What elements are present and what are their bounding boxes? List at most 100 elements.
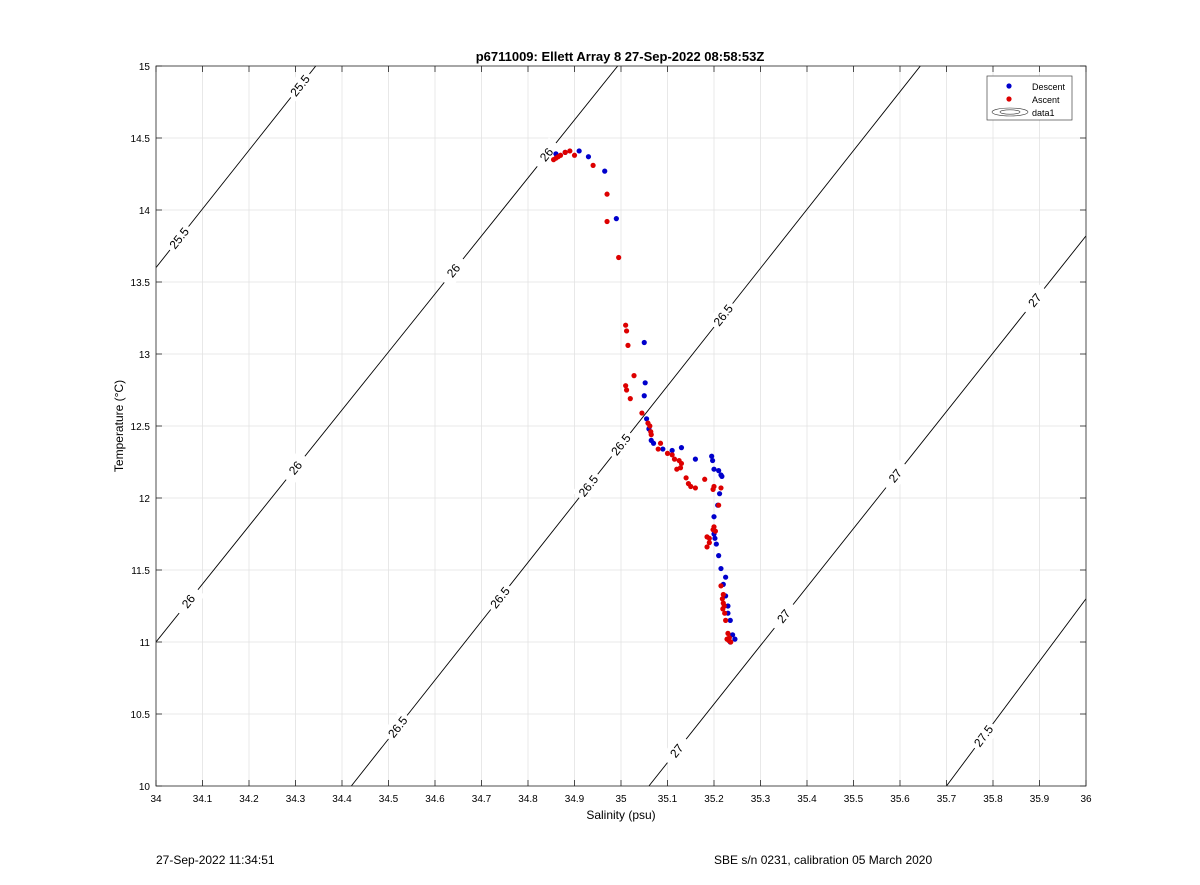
data-point-ascent — [728, 639, 734, 645]
data-point-descent — [711, 466, 717, 472]
data-point-ascent — [719, 596, 725, 602]
series-ascent — [550, 148, 734, 645]
data-point-ascent — [639, 410, 645, 416]
data-point-ascent — [692, 485, 699, 491]
axis-ticks: 34 34.1 34.2 34.3 34.4 34.5 34.6 34.7 34.8 34.9 35… — [131, 62, 1092, 805]
x-tick-label: 34.4 — [332, 794, 352, 805]
data-point-ascent — [627, 396, 633, 402]
data-point-descent — [713, 541, 719, 547]
data-point-descent — [641, 393, 647, 399]
data-point-descent — [692, 456, 699, 462]
chart-title: p6711009: Ellett Array 8 27-Sep-2022 08:… — [476, 49, 765, 64]
data-point-descent — [710, 457, 716, 464]
x-tick-label: 35 — [615, 794, 627, 805]
data-point-descent — [669, 447, 675, 454]
data-point-descent — [576, 148, 582, 154]
data-point-ascent — [604, 218, 610, 225]
contour-27.5 — [946, 598, 1086, 786]
legend-box — [986, 75, 1073, 121]
x-tick-label: 34.2 — [239, 794, 259, 805]
data-point-ascent — [706, 535, 712, 541]
data-point-descent — [716, 491, 723, 497]
x-tick-label: 35.4 — [797, 794, 817, 805]
contour-26 — [156, 66, 619, 643]
x-axis-label: Salinity (psu) — [586, 808, 655, 822]
data-point-descent — [732, 636, 738, 642]
data-point-ascent — [723, 617, 729, 624]
data-point-descent — [642, 380, 648, 386]
data-point-ascent — [590, 162, 596, 168]
data-point-descent — [718, 565, 724, 572]
y-tick-label: 14 — [139, 206, 151, 217]
x-tick-label: 35.5 — [844, 794, 864, 805]
x-tick-label: 34 — [150, 794, 162, 805]
x-tick-label: 35.6 — [890, 794, 910, 805]
y-tick-label: 10.5 — [131, 710, 151, 721]
x-tick-label: 34.9 — [565, 794, 585, 805]
data-point-descent — [643, 416, 650, 422]
data-point-descent — [725, 603, 731, 609]
x-tick-label: 34.1 — [193, 794, 213, 805]
x-tick-label: 35.9 — [1030, 794, 1050, 805]
data-point-ascent — [623, 328, 630, 334]
data-point-ascent — [623, 322, 629, 328]
x-tick-label: 35.1 — [658, 794, 678, 805]
contour-26.5 — [350, 66, 921, 786]
data-point-descent — [678, 445, 685, 451]
data-point-descent — [727, 617, 733, 624]
data-point-ascent — [631, 373, 637, 379]
data-point-ascent — [647, 423, 653, 429]
data-point-ascent — [664, 450, 671, 456]
data-point-ascent — [718, 583, 724, 589]
data-point-ascent — [722, 610, 728, 616]
data-point-ascent — [648, 432, 654, 438]
y-tick-label: 11 — [140, 638, 151, 649]
data-point-ascent — [616, 254, 622, 261]
data-point-ascent — [716, 502, 722, 508]
x-tick-label: 34.5 — [379, 794, 399, 805]
data-point-descent — [660, 446, 666, 452]
x-tick-label: 34.6 — [425, 794, 445, 805]
data-point-descent — [709, 453, 715, 459]
y-tick-label: 13.5 — [131, 278, 151, 289]
data-points — [550, 148, 738, 645]
data-point-ascent — [678, 460, 685, 467]
data-point-descent — [723, 574, 729, 580]
data-point-ascent — [706, 540, 712, 546]
contour-27 — [648, 235, 1086, 786]
data-point-ascent — [718, 485, 724, 491]
data-point-ascent — [720, 606, 726, 612]
data-point-descent — [719, 473, 725, 479]
data-point-ascent — [562, 149, 568, 155]
y-tick-label: 14.5 — [131, 134, 151, 145]
data-point-ascent — [623, 387, 630, 393]
data-point-descent — [716, 468, 722, 474]
x-tick-label: 35.7 — [937, 794, 957, 805]
y-tick-label: 11.5 — [131, 566, 150, 577]
data-point-ascent — [688, 483, 694, 490]
legend-marker-ascent — [1006, 96, 1012, 102]
data-point-descent — [650, 440, 657, 446]
footer-calibration: SBE s/n 0231, calibration 05 March 2020 — [714, 853, 933, 867]
data-point-ascent — [725, 630, 731, 636]
data-point-ascent — [669, 452, 675, 458]
data-point-descent — [711, 514, 717, 520]
x-tick-label: 35.3 — [751, 794, 771, 805]
x-tick-label: 34.7 — [472, 794, 492, 805]
legend-entry: Descent — [1032, 82, 1066, 92]
data-point-ascent — [683, 475, 689, 481]
data-point-ascent — [567, 148, 573, 154]
data-point-ascent — [710, 486, 716, 492]
legend-contour-icon — [991, 107, 1029, 117]
grid — [156, 66, 1086, 786]
x-tick-label: 36 — [1080, 794, 1092, 805]
data-point-ascent — [704, 544, 710, 550]
data-point-ascent — [720, 591, 726, 598]
data-point-ascent — [571, 152, 578, 158]
x-tick-label: 34.3 — [286, 794, 306, 805]
data-point-ascent — [712, 528, 718, 534]
x-tick-label: 35.2 — [704, 794, 724, 805]
data-point-descent — [641, 339, 647, 346]
y-tick-label: 12 — [139, 494, 151, 505]
